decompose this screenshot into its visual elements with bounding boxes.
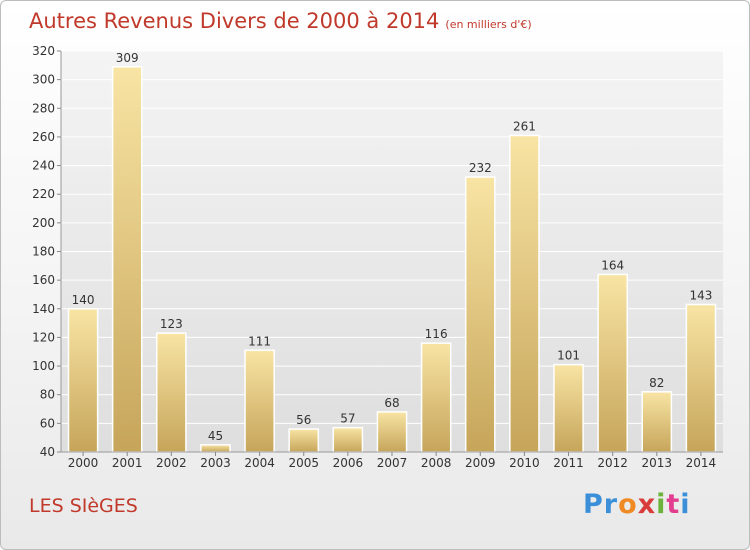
chart-subtitle: (en milliers d'€) — [445, 18, 532, 31]
bar-2014 — [685, 303, 717, 453]
x-axis: 2000 2001 2002 2003 2004 2005 2006 2007 2008 2009… — [61, 451, 723, 470]
value-labels: 140 309 123 45 111 56 57 68 116 232 261 101 164 82 143 — [72, 51, 713, 443]
y-tick-label: 260 — [32, 130, 55, 144]
y-tick-label: 280 — [32, 101, 55, 115]
y-tick-label: 60 — [40, 416, 55, 430]
value-label-2009: 232 — [469, 161, 492, 175]
value-label-2005: 56 — [296, 413, 311, 427]
value-label-2008: 116 — [425, 327, 448, 341]
x-tick-label-2003: 2003 — [200, 456, 231, 470]
bars-group — [67, 66, 717, 453]
x-tick-label-2002: 2002 — [156, 456, 187, 470]
x-tick-label-2012: 2012 — [597, 456, 628, 470]
value-label-2013: 82 — [649, 376, 664, 390]
y-tick-label: 100 — [32, 359, 55, 373]
bar-2013 — [641, 391, 673, 453]
bar-2009 — [464, 176, 496, 453]
bar-2000 — [67, 308, 99, 453]
x-tick-label-2013: 2013 — [642, 456, 673, 470]
x-tick-label-2008: 2008 — [421, 456, 452, 470]
x-tick-label-2009: 2009 — [465, 456, 496, 470]
x-tick-label-2014: 2014 — [686, 456, 717, 470]
bar-2004 — [244, 349, 275, 453]
value-label-2001: 309 — [116, 51, 139, 65]
bar-2007 — [376, 411, 408, 453]
y-tick-label: 240 — [32, 159, 55, 173]
value-label-2002: 123 — [160, 317, 183, 331]
town-name: LES SIèGES — [29, 495, 138, 517]
bar-2010 — [509, 134, 540, 453]
y-tick-label: 40 — [40, 445, 55, 459]
chart-title: Autres Revenus Divers de 2000 à 2014 (en … — [29, 9, 532, 33]
value-label-2000: 140 — [72, 293, 95, 307]
x-tick-label-2001: 2001 — [112, 456, 143, 470]
proxiti-logo: Proxiti — [583, 489, 691, 520]
value-label-2010: 261 — [513, 119, 536, 133]
bar-2011 — [553, 363, 584, 453]
y-tick-label: 80 — [40, 388, 55, 402]
x-tick-label-2011: 2011 — [553, 456, 584, 470]
bar-2002 — [156, 332, 187, 453]
bar-2003 — [200, 444, 231, 453]
value-label-2004: 111 — [248, 334, 271, 348]
y-tick-label: 120 — [32, 330, 55, 344]
y-tick-label: 320 — [32, 44, 55, 58]
y-tick-label: 200 — [32, 216, 55, 230]
y-tick-label: 140 — [32, 302, 55, 316]
x-tick-label-2004: 2004 — [244, 456, 275, 470]
value-label-2011: 101 — [557, 349, 580, 363]
x-tick-label-2007: 2007 — [377, 456, 408, 470]
value-label-2014: 143 — [689, 288, 712, 302]
bar-2001 — [111, 66, 143, 453]
y-tick-label: 160 — [32, 273, 55, 287]
bar-2006 — [332, 426, 364, 453]
x-tick-label-2006: 2006 — [333, 456, 364, 470]
y-axis: 40 60 80 100 120 140 160 180 200 220 240 260 280 300 3… — [32, 44, 62, 459]
value-label-2007: 68 — [384, 396, 399, 410]
value-label-2003: 45 — [208, 429, 223, 443]
title-text: Autres Revenus Divers de 2000 à 2014 — [29, 9, 440, 33]
x-tick-label-2000: 2000 — [68, 456, 99, 470]
value-label-2012: 164 — [601, 258, 624, 272]
bar-2008 — [420, 342, 452, 453]
bar-2005 — [288, 428, 320, 453]
bar-2012 — [597, 273, 628, 453]
x-tick-label-2005: 2005 — [288, 456, 319, 470]
x-tick-label-2010: 2010 — [509, 456, 540, 470]
value-label-2006: 57 — [340, 412, 355, 426]
y-tick-label: 220 — [32, 187, 55, 201]
y-tick-label: 300 — [32, 73, 55, 87]
y-tick-label: 180 — [32, 245, 55, 259]
